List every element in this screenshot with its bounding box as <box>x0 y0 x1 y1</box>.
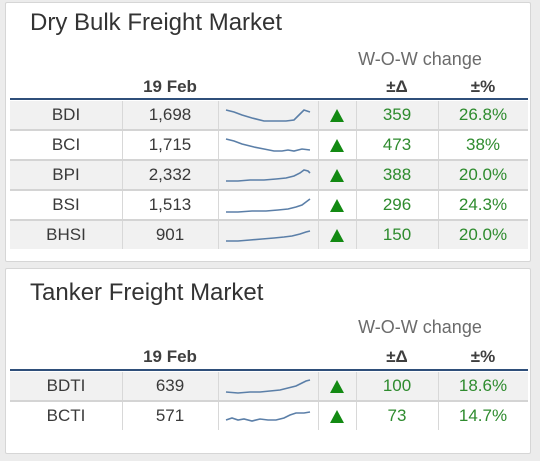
index-name: BHSI <box>46 225 86 244</box>
index-value: 571 <box>155 406 185 425</box>
pct-change: 26.8% <box>458 105 508 124</box>
index-name: BCI <box>51 135 81 154</box>
index-name: BDTI <box>46 376 86 395</box>
pct-change: 20.0% <box>458 225 508 244</box>
dry-bulk-panel: Dry Bulk Freight Market W-O-W change 19 … <box>5 2 531 262</box>
header-rule <box>10 98 528 100</box>
index-value: 639 <box>155 376 185 395</box>
pct-change: 20.0% <box>458 165 508 184</box>
index-value: 1,513 <box>148 195 192 214</box>
sparkline-icon <box>218 402 318 430</box>
abs-change: 100 <box>382 376 412 395</box>
up-triangle-icon <box>318 161 356 189</box>
wow-change-header: W-O-W change <box>358 317 482 337</box>
index-name: BDI <box>51 105 81 124</box>
pct-change: 24.3% <box>458 195 508 214</box>
up-triangle-icon <box>318 402 356 430</box>
abs-change: 150 <box>382 225 412 244</box>
wow-change-header: W-O-W change <box>358 49 482 69</box>
pct-change: 14.7% <box>458 406 508 425</box>
index-value: 1,698 <box>148 105 192 124</box>
up-triangle-icon <box>318 191 356 219</box>
sparkline-icon <box>218 221 318 249</box>
abs-change: 296 <box>382 195 412 214</box>
up-triangle-icon <box>318 372 356 400</box>
index-value: 1,715 <box>148 135 192 154</box>
abs-change: 388 <box>382 165 412 184</box>
index-value: 901 <box>155 225 185 244</box>
table-row: BSI 1,513 296 24.3% <box>10 191 528 219</box>
table-row: BDI 1,698 359 26.8% <box>10 101 528 129</box>
tanker-panel: Tanker Freight Market W-O-W change 19 Fe… <box>5 268 531 454</box>
sparkline-icon <box>218 131 318 159</box>
table-row: BPI 2,332 388 20.0% <box>10 161 528 189</box>
sparkline-icon <box>218 101 318 129</box>
date-header: 19 Feb <box>143 77 197 96</box>
panel-title: Tanker Freight Market <box>30 279 264 306</box>
abs-change-header: ±Δ <box>386 347 408 366</box>
abs-change: 359 <box>382 105 412 124</box>
index-name: BPI <box>52 165 80 184</box>
up-triangle-icon <box>318 101 356 129</box>
date-header: 19 Feb <box>143 347 197 366</box>
sparkline-icon <box>218 372 318 400</box>
table-row: BHSI 901 150 20.0% <box>10 221 528 249</box>
abs-change-header: ±Δ <box>386 77 408 96</box>
up-triangle-icon <box>318 131 356 159</box>
sparkline-icon <box>218 191 318 219</box>
abs-change: 73 <box>387 406 407 425</box>
pct-change: 38% <box>465 135 501 154</box>
index-name: BSI <box>52 195 80 214</box>
sparkline-icon <box>218 161 318 189</box>
pct-change: 18.6% <box>458 376 508 395</box>
panel-title: Dry Bulk Freight Market <box>30 9 283 36</box>
up-triangle-icon <box>318 221 356 249</box>
table-row: BCTI 571 73 14.7% <box>10 402 528 430</box>
table-row: BCI 1,715 473 38% <box>10 131 528 159</box>
abs-change: 473 <box>382 135 412 154</box>
header-rule <box>10 369 528 371</box>
table-row: BDTI 639 100 18.6% <box>10 372 528 400</box>
pct-change-header: ±% <box>470 77 496 96</box>
index-name: BCTI <box>46 406 86 425</box>
index-value: 2,332 <box>148 165 192 184</box>
pct-change-header: ±% <box>470 347 496 366</box>
